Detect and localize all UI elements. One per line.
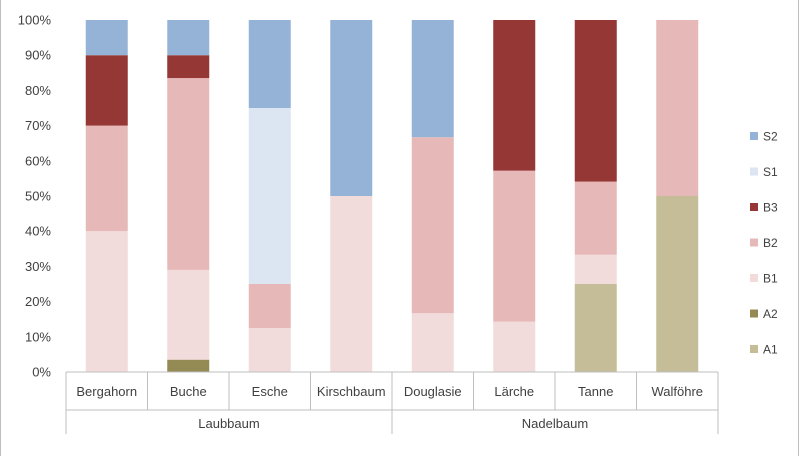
x-tick-label-douglasie: Douglasie: [404, 384, 462, 399]
bar-bergahorn-b3: [85, 55, 128, 126]
bar-esche-s1: [248, 108, 291, 284]
bar-esche-b1: [248, 328, 291, 372]
bar-buche-b2: [167, 78, 210, 270]
y-tick-label: 0%: [32, 365, 51, 380]
bar-douglasie-b2: [411, 137, 454, 314]
bar-tanne-b2: [574, 181, 617, 255]
legend-label-b3: B3: [763, 201, 778, 215]
bar-douglasie-s2: [411, 20, 454, 138]
bar-douglasie-b1: [411, 313, 454, 372]
bar-tanne-a1: [574, 284, 617, 372]
y-axis: 0% 10% 20% 30% 40% 50% 60% 70% 80% 90% 100%: [18, 13, 52, 380]
x-axis: Bergahorn Buche Esche Kirschbaum Douglasie Lä…: [65, 371, 719, 434]
legend-label-b2: B2: [763, 236, 778, 250]
x-tick-label-walfohre: Walföhre: [651, 384, 703, 399]
group-label-laubbaum: Laubbaum: [198, 416, 259, 431]
bar-bergahorn-s2: [85, 20, 128, 56]
legend-swatch-s2: [750, 132, 758, 140]
y-tick-label: 40%: [25, 224, 51, 239]
bars: [85, 20, 699, 372]
x-tick-label-buche: Buche: [170, 384, 207, 399]
bar-larche-b3: [493, 20, 536, 171]
legend-label-a1: A1: [763, 343, 778, 357]
y-tick-label: 70%: [25, 118, 51, 133]
legend-label-a2: A2: [763, 307, 778, 321]
legend-swatch-s1: [750, 167, 758, 176]
bar-bergahorn-b2: [85, 125, 128, 232]
bar-bergahorn-b1: [85, 231, 128, 372]
y-tick-label: 10%: [25, 329, 51, 344]
bar-kirschbaum-s2: [330, 20, 373, 196]
bar-tanne-b1: [574, 254, 617, 284]
bar-tanne-b3: [574, 20, 617, 182]
bar-buche-s2: [167, 20, 210, 56]
y-tick-label: 100%: [18, 13, 52, 28]
y-tick-label: 60%: [25, 153, 51, 168]
legend-label-b1: B1: [763, 272, 778, 286]
bar-esche-s2: [248, 20, 291, 108]
y-tick-label: 50%: [25, 189, 51, 204]
legend-swatch-a1: [750, 345, 758, 353]
bar-larche-b1: [493, 321, 536, 372]
x-tick-label-bergahorn: Bergahorn: [76, 384, 137, 399]
bar-buche-a2: [167, 359, 210, 372]
x-tick-label-larche: Lärche: [494, 384, 534, 399]
y-tick-label: 90%: [25, 48, 51, 63]
bar-walfohre-a1: [656, 196, 699, 372]
legend-label-s2: S2: [763, 130, 778, 144]
bar-walfohre-b2: [656, 20, 699, 196]
x-tick-label-tanne: Tanne: [578, 384, 613, 399]
legend-swatch-b1: [750, 274, 758, 282]
bar-larche-b2: [493, 170, 536, 322]
legend-label-s1: S1: [763, 165, 778, 179]
bar-kirschbaum-b1: [330, 196, 373, 372]
group-label-nadelbaum: Nadelbaum: [522, 416, 589, 431]
x-tick-label-esche: Esche: [252, 384, 288, 399]
y-tick-label: 30%: [25, 259, 51, 274]
legend: S2 S1 B3 B2 B1 A2 A1: [750, 130, 778, 357]
legend-swatch-b3: [750, 203, 758, 211]
y-tick-label: 80%: [25, 83, 51, 98]
x-tick-label-kirschbaum: Kirschbaum: [317, 384, 386, 399]
bar-buche-b1: [167, 269, 210, 360]
legend-swatch-b2: [750, 238, 758, 247]
legend-swatch-a2: [750, 309, 758, 318]
bar-esche-b2: [248, 284, 291, 328]
y-tick-label: 20%: [25, 294, 51, 309]
bar-buche-b3: [167, 55, 210, 79]
